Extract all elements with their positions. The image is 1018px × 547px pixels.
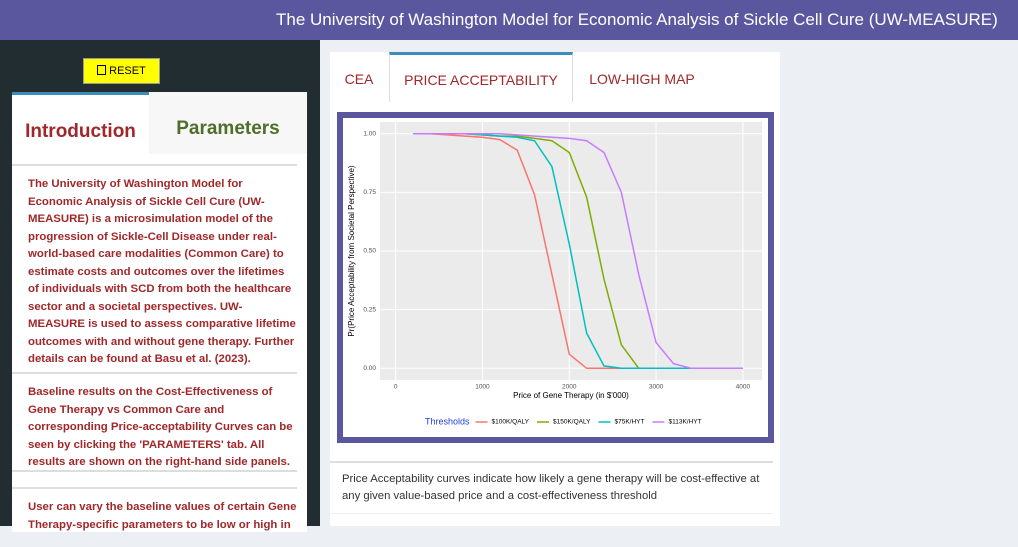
- paragraph: Baseline results on the Cost-Effectivene…: [12, 372, 297, 472]
- legend-label: $113K/HYT: [668, 419, 701, 426]
- header: The University of Washington Model for E…: [0, 0, 1018, 40]
- tab[interactable]: LOW-HIGH MAP: [589, 71, 695, 87]
- legend-title: Thresholds: [425, 416, 470, 426]
- y-tick-label: 0.25: [363, 306, 376, 313]
- x-tick-label: 2000: [562, 384, 577, 391]
- legend-label: $150K/QALY: [553, 419, 591, 426]
- reset-label: RESET: [109, 65, 146, 77]
- sidebar: RESET Introduction Parameters The Univer…: [0, 40, 320, 532]
- x-tick-label: 1000: [475, 384, 490, 391]
- y-tick-label: 1.00: [363, 130, 376, 137]
- series-line: [412, 132, 743, 370]
- main-panel: CEA PRICE ACCEPTABILITY LOW-HIGH MAP 0.0…: [330, 52, 780, 526]
- x-tick-label: 0: [394, 384, 398, 391]
- caption: Price Acceptability curves indicate how …: [330, 461, 773, 514]
- y-tick-label: 0.00: [363, 365, 376, 372]
- x-tick-label: 3000: [649, 384, 664, 391]
- y-tick-label: 0.50: [363, 248, 376, 255]
- tab[interactable]: PRICE ACCEPTABILITY: [389, 52, 573, 102]
- x-axis-label: Price of Gene Therapy (in $'000): [513, 391, 629, 400]
- body: The University of Washington Model for E…: [0, 0, 1018, 532]
- tab[interactable]: Introduction: [12, 92, 149, 154]
- tab[interactable]: CEA: [344, 71, 374, 87]
- x-tick-label: 4000: [736, 384, 751, 391]
- legend-label: $100K/QALY: [492, 419, 530, 426]
- page: {"header": {"title": "The University of …: [0, 0, 1018, 532]
- paragraph: User can vary the baseline values of cer…: [12, 487, 297, 547]
- chart: 0.00 0.25 0.50 0.75 1.00 0 1000 2000 3000 4000 Pri…: [337, 112, 774, 443]
- paragraph: The University of Washington Model for E…: [12, 164, 297, 365]
- legend-label: $75K/HYT: [614, 419, 644, 426]
- y-axis-label: Pr(Price Acceptability from Societal Per…: [347, 165, 356, 337]
- reset-button[interactable]: RESET: [83, 58, 160, 84]
- app-title: The University of Washington Model for E…: [276, 10, 998, 29]
- tab[interactable]: Parameters: [149, 92, 307, 154]
- y-tick-label: 0.75: [363, 189, 376, 196]
- intro-panel: Introduction Parameters The University o…: [12, 92, 307, 532]
